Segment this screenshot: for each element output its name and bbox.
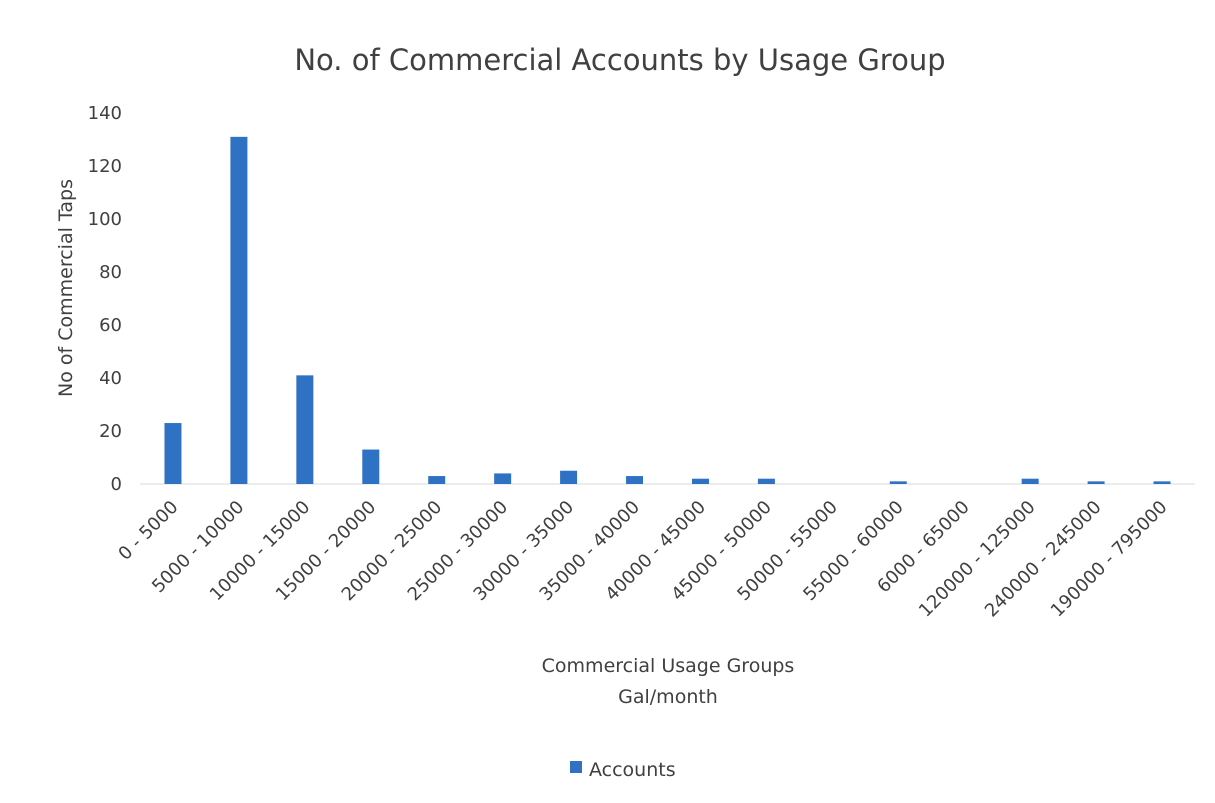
bar — [494, 473, 512, 484]
bar — [1021, 478, 1039, 484]
bar — [626, 476, 644, 484]
x-tick-label: 240000 - 245000 — [981, 497, 1106, 622]
bars — [164, 136, 1171, 484]
y-tick-label: 80 — [99, 262, 122, 283]
x-axis-label-unit: Gal/month — [618, 686, 718, 708]
bar — [428, 476, 446, 484]
legend-swatch — [570, 761, 582, 773]
x-tick-label: 120000 - 125000 — [915, 497, 1040, 622]
legend-label: Accounts — [589, 759, 676, 781]
x-tick-label: 190000 - 795000 — [1047, 497, 1172, 622]
y-tick-label: 0 — [111, 474, 122, 495]
y-tick-label: 140 — [88, 103, 122, 124]
x-axis-label: Commercial Usage Groups — [542, 655, 795, 677]
y-tick-label: 60 — [99, 315, 122, 336]
bar — [757, 478, 775, 484]
y-tick-label: 20 — [99, 421, 122, 442]
chart-title: No. of Commercial Accounts by Usage Grou… — [294, 43, 945, 77]
y-tick-label: 120 — [88, 156, 122, 177]
bar — [560, 470, 578, 484]
legend: Accounts — [570, 759, 676, 781]
bar — [164, 423, 182, 484]
y-axis: 0 20 40 60 80 100 120 140 — [88, 103, 122, 495]
y-axis-label: No of Commercial Taps — [55, 179, 77, 397]
bar — [362, 449, 380, 484]
bar — [230, 136, 248, 484]
bar — [1153, 481, 1171, 484]
x-tick-label: 0 - 5000 — [114, 497, 182, 565]
bar — [691, 478, 709, 484]
bar — [296, 375, 314, 484]
bar — [889, 481, 907, 484]
bar — [1087, 481, 1105, 484]
y-tick-label: 100 — [88, 209, 122, 230]
y-tick-label: 40 — [99, 368, 122, 389]
